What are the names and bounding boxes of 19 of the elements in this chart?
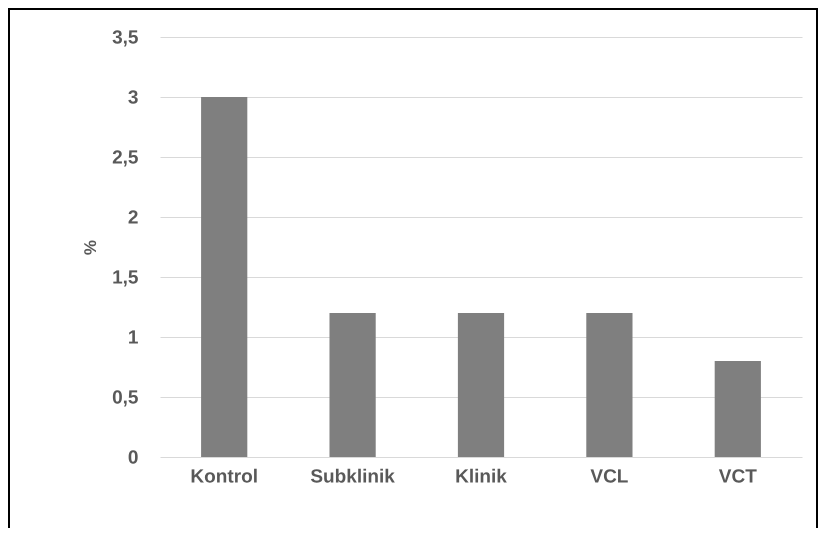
y-tick-label: 0,5: [112, 388, 139, 408]
bar: [458, 313, 504, 457]
y-axis-title: %: [81, 240, 100, 256]
bar: [714, 361, 761, 457]
x-tick-label: VCL: [590, 466, 629, 488]
y-tick-label: 0: [128, 448, 138, 468]
x-tick-label: Subklinik: [310, 466, 396, 488]
bar: [329, 313, 376, 457]
y-tick-label: 2,5: [112, 148, 139, 168]
y-tick-label: 3,5: [112, 28, 139, 48]
y-tick-label: 2: [128, 208, 138, 228]
y-tick-label: 1: [128, 328, 139, 348]
x-tick-label: Kontrol: [190, 466, 258, 488]
y-tick-label: 1,5: [112, 268, 139, 288]
y-tick-label: 3: [128, 88, 138, 108]
bar: [201, 97, 248, 457]
x-tick-label: Klinik: [455, 466, 508, 488]
bar: [586, 313, 633, 457]
x-tick-label: VCT: [718, 466, 758, 488]
